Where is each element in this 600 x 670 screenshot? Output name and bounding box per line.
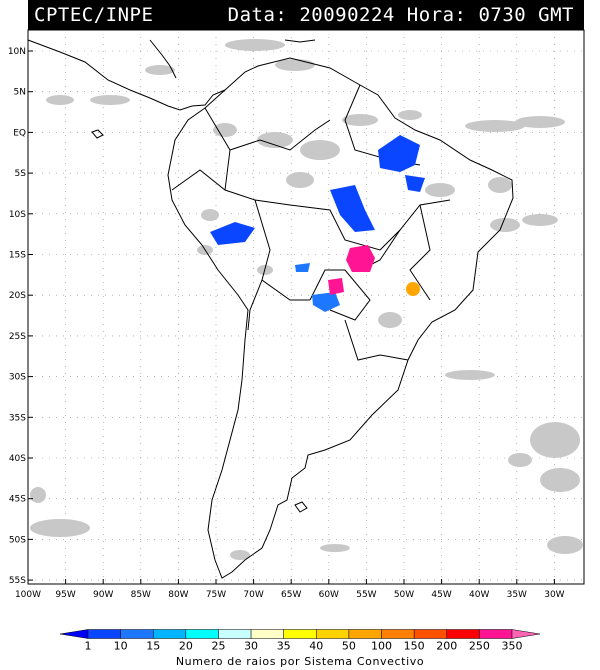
colorbar-swatch (413, 629, 448, 639)
caribbean-islands (284, 39, 316, 43)
brazil-east-lines (409, 204, 431, 301)
galapagos-islands (91, 129, 104, 139)
colorbar-label: 15 (146, 640, 160, 653)
lat-tick-label: 45S (9, 495, 26, 505)
storm-mato-grosso (346, 245, 375, 272)
time-value: 0730 (478, 4, 527, 26)
storm-north-brazil (378, 135, 420, 172)
timezone-label: GMT (538, 4, 574, 26)
lon-tick-label: 90W (93, 590, 113, 600)
colorbar-label: 350 (502, 640, 523, 653)
date-value: 20090224 (299, 4, 395, 26)
colorbar-swatch (348, 629, 382, 639)
lat-tick-label: 5N (14, 88, 26, 98)
lon-tick-label: 85W (131, 590, 151, 600)
colorbar-swatch (446, 629, 480, 639)
lat-tick-label: 40S (9, 454, 26, 464)
lon-tick-label: 75W (206, 590, 226, 600)
storm-peru (210, 222, 255, 245)
colorbar-label: 250 (469, 640, 490, 653)
colorbar-swatch (152, 629, 187, 639)
colorbar-title: Numero de raios por Sistema Convectivo (175, 655, 425, 668)
lon-tick-label: 65W (281, 590, 301, 600)
colorbar-label: 150 (404, 640, 425, 653)
lat-tick-label: 10S (9, 210, 26, 220)
lat-tick-label: 10N (8, 47, 26, 57)
lat-tick-label: 25S (9, 332, 26, 342)
lightning-map: 10N 5N EQ 5S 10S 15S 20S 25S 30S 35S 40S 45S 50S 55S 1… (8, 29, 585, 600)
colorbar-label: 25 (211, 640, 225, 653)
colorbar-swatch (120, 629, 154, 639)
source-label: CPTEC/INPE (34, 4, 154, 26)
falkland-islands (294, 501, 308, 513)
lon-tick-label: 35W (507, 590, 527, 600)
yucatan-coast (149, 39, 177, 79)
lat-tick-label: 5S (15, 169, 27, 179)
border-venezuela (229, 119, 331, 151)
lon-tick-label: 50W (394, 590, 414, 600)
colorbar-swatch (87, 629, 121, 639)
colorbar-label: 35 (277, 640, 291, 653)
date-time-label: Data: 20090224 Hora: 0730 GMT (228, 4, 574, 26)
colorbar-swatch (283, 629, 317, 639)
lon-tick-label: 100W (15, 590, 41, 600)
lat-tick-label: 20S (9, 291, 26, 301)
colorbar-label: 30 (244, 640, 258, 653)
date-label: Data: (227, 4, 288, 26)
time-label: Hora: (406, 4, 467, 26)
colorbar-swatch (479, 629, 513, 639)
lon-tick-label: 40W (469, 590, 489, 600)
border-uruguay (344, 319, 409, 361)
land-outline (27, 39, 514, 579)
storm-north-brazil-2 (405, 175, 425, 192)
colorbar-label: 200 (436, 640, 457, 653)
storm-minas-gerais (406, 282, 420, 296)
map-frame (27, 29, 585, 585)
colorbar: 1 10 15 20 25 30 35 40 50 100 150 200 250 350 (59, 629, 541, 653)
colorbar-swatch (185, 629, 219, 639)
colorbar-label: 10 (114, 640, 128, 653)
colorbar-label: 50 (342, 640, 356, 653)
colorbar-arrow-right (511, 629, 541, 639)
central-america-coast (27, 39, 226, 111)
colorbar-label: 40 (309, 640, 323, 653)
storm-mato-grosso-sul (328, 278, 344, 295)
border-chile (247, 279, 263, 331)
storm-bolivia (295, 263, 310, 272)
lat-tick-label: 15S (9, 251, 26, 261)
storm-paraguay (312, 292, 340, 312)
convective-systems (210, 135, 425, 312)
colorbar-swatch (250, 629, 284, 639)
colorbar-label: 100 (371, 640, 392, 653)
colorbar-swatch (316, 629, 350, 639)
storm-central-brazil (330, 185, 375, 232)
lon-tick-label: 80W (168, 590, 188, 600)
colorbar-swatch (381, 629, 415, 639)
lon-tick-label: 30W (544, 590, 564, 600)
lat-tick-label: 55S (9, 576, 26, 586)
lon-tick-label: 95W (55, 590, 75, 600)
map-header: CPTEC/INPE Data: 20090224 Hora: 0730 GMT (28, 0, 584, 30)
colorbar-label: 20 (179, 640, 193, 653)
south-america-coast (167, 57, 514, 579)
lat-tick-label: 30S (9, 373, 26, 383)
colorbar-arrow-left (59, 629, 89, 639)
cloud-cover (30, 39, 583, 560)
colorbar-swatch (218, 629, 252, 639)
lon-tick-label: 55W (356, 590, 376, 600)
border-paraguay (309, 269, 371, 321)
lon-tick-label: 45W (431, 590, 451, 600)
colorbar-label: 1 (85, 640, 92, 653)
lon-tick-label: 60W (319, 590, 339, 600)
border-peru (171, 169, 291, 206)
lon-tick-label: 70W (243, 590, 263, 600)
lat-tick-label: 50S (9, 535, 26, 545)
lat-tick-label: 35S (9, 413, 26, 423)
lat-tick-label: EQ (13, 128, 26, 138)
